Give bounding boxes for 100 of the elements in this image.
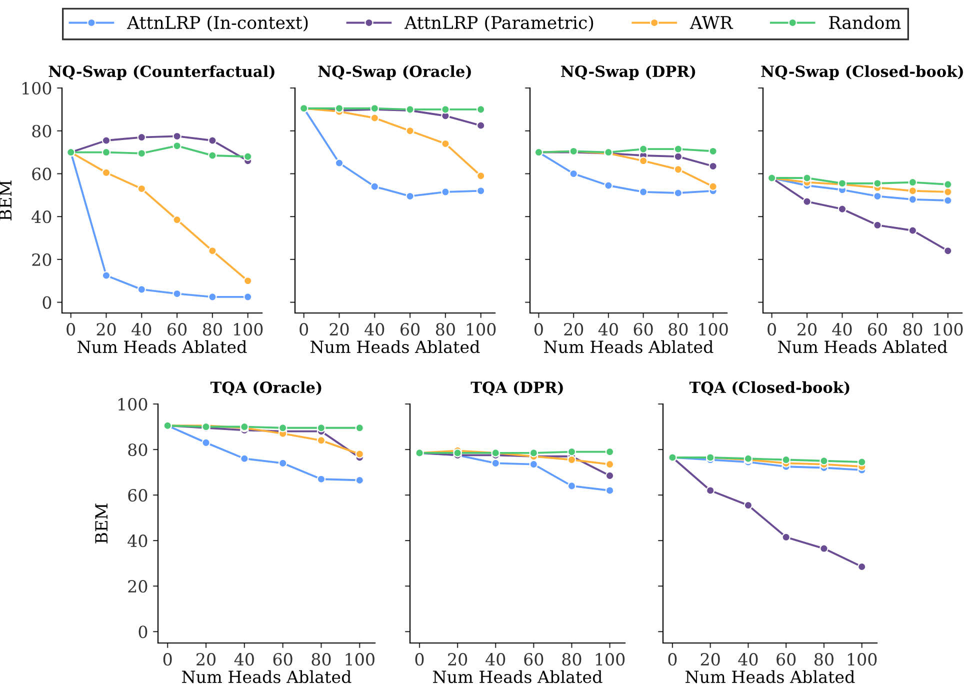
x-tick-label: 60: [400, 323, 420, 336]
x-tick-label: 40: [234, 653, 254, 666]
point: [316, 474, 326, 484]
x-tick-label: 0: [534, 323, 543, 336]
point: [944, 196, 952, 205]
x-tick-label: 60: [868, 323, 887, 336]
x-tick-label: 100: [346, 653, 374, 666]
y-tick-label: 0: [42, 296, 52, 309]
x-axis-title: Num Heads Ablated: [778, 340, 948, 354]
point: [370, 182, 380, 191]
point: [604, 181, 613, 190]
x-tick-label: 40: [598, 323, 618, 336]
point: [567, 482, 576, 490]
chart-title: TQA (Oracle): [210, 381, 322, 396]
y-tick-label: 40: [32, 210, 52, 224]
x-tick-label: 40: [738, 653, 758, 666]
x-tick-label: 80: [436, 323, 455, 336]
point: [278, 424, 288, 432]
point: [802, 197, 812, 206]
x-tick-label: 0: [300, 323, 308, 336]
x-tick-label: 100: [848, 653, 877, 666]
x-tick-label: 100: [596, 653, 625, 666]
point: [638, 156, 648, 166]
point: [441, 105, 450, 114]
x-axis-title: Num Heads Ablated: [78, 340, 247, 354]
x-tick-label: 0: [768, 323, 776, 336]
y-tick-label: 40: [128, 534, 148, 548]
y-tick-label: 100: [22, 82, 52, 95]
x-tick-label: 20: [330, 323, 349, 336]
point: [243, 152, 252, 161]
point: [674, 152, 683, 161]
chart-title: NQ-Swap (Oracle): [318, 65, 471, 80]
x-axis-title: Num Heads Ablated: [544, 340, 714, 354]
point: [316, 424, 326, 432]
x-tick-label: 40: [364, 323, 384, 336]
point: [708, 182, 718, 191]
point: [476, 121, 486, 130]
y-tick-label: 60: [32, 168, 52, 180]
x-axis-title: Num Heads Ablated: [686, 670, 855, 684]
x-tick-label: 80: [668, 323, 688, 336]
x-tick-label: 60: [776, 653, 796, 666]
point: [243, 292, 252, 302]
chart-title: NQ-Swap (DPR): [561, 65, 696, 80]
chart-title: TQA (DPR): [470, 381, 563, 396]
point: [638, 144, 648, 154]
x-tick-label: 80: [814, 653, 834, 666]
point: [172, 215, 182, 224]
point: [908, 195, 918, 204]
point: [529, 448, 538, 458]
point: [838, 204, 847, 214]
point: [944, 180, 952, 189]
x-tick-label: 20: [798, 323, 817, 336]
point: [453, 448, 462, 458]
chart-title: NQ-Swap (Closed-book): [761, 65, 963, 80]
x-tick-label: 100: [466, 323, 496, 336]
x-tick-label: 0: [163, 653, 172, 666]
point: [674, 165, 683, 174]
x-tick-label: 0: [66, 323, 76, 336]
x-axis-title: Num Heads Ablated: [433, 670, 602, 684]
y-tick-label: 80: [32, 124, 52, 138]
point: [370, 114, 380, 122]
y-tick-label: 20: [32, 253, 52, 266]
point: [820, 456, 828, 466]
point: [208, 292, 217, 302]
x-axis-title: Num Heads Ablated: [182, 670, 352, 684]
x-tick-label: 80: [562, 653, 582, 666]
x-tick-label: 20: [96, 323, 116, 336]
point: [908, 226, 918, 235]
y-tick-label: 100: [118, 398, 148, 411]
point: [674, 188, 683, 198]
y-axis-title: BEM: [95, 504, 108, 544]
x-tick-label: 80: [312, 653, 331, 666]
x-tick-label: 0: [415, 653, 424, 666]
x-tick-label: 20: [448, 653, 468, 666]
y-tick-label: 0: [138, 626, 148, 638]
point: [476, 171, 486, 180]
x-tick-label: 80: [903, 323, 922, 336]
point: [102, 136, 111, 145]
x-tick-label: 100: [699, 323, 728, 336]
x-tick-label: 0: [668, 653, 677, 666]
x-tick-label: 80: [202, 323, 222, 336]
x-tick-label: 100: [934, 323, 963, 336]
point: [316, 436, 326, 445]
y-tick-label: 60: [128, 489, 148, 502]
x-tick-label: 20: [700, 653, 720, 666]
point: [243, 276, 252, 286]
x-tick-label: 60: [168, 323, 187, 336]
x-axis-title: Num Heads Ablated: [310, 340, 480, 354]
y-tick-label: 20: [128, 580, 148, 593]
point: [208, 246, 217, 256]
point: [944, 188, 952, 196]
point: [208, 136, 217, 145]
chart-title: NQ-Swap (Counterfactual): [48, 65, 274, 80]
chart-title: TQA (Closed-book): [689, 381, 850, 396]
point: [802, 174, 812, 182]
point: [476, 105, 486, 114]
point: [441, 188, 450, 196]
x-tick-label: 60: [634, 323, 653, 336]
x-tick-label: 40: [832, 323, 852, 336]
legend-label: AttnLRP (In-context): [126, 16, 308, 32]
